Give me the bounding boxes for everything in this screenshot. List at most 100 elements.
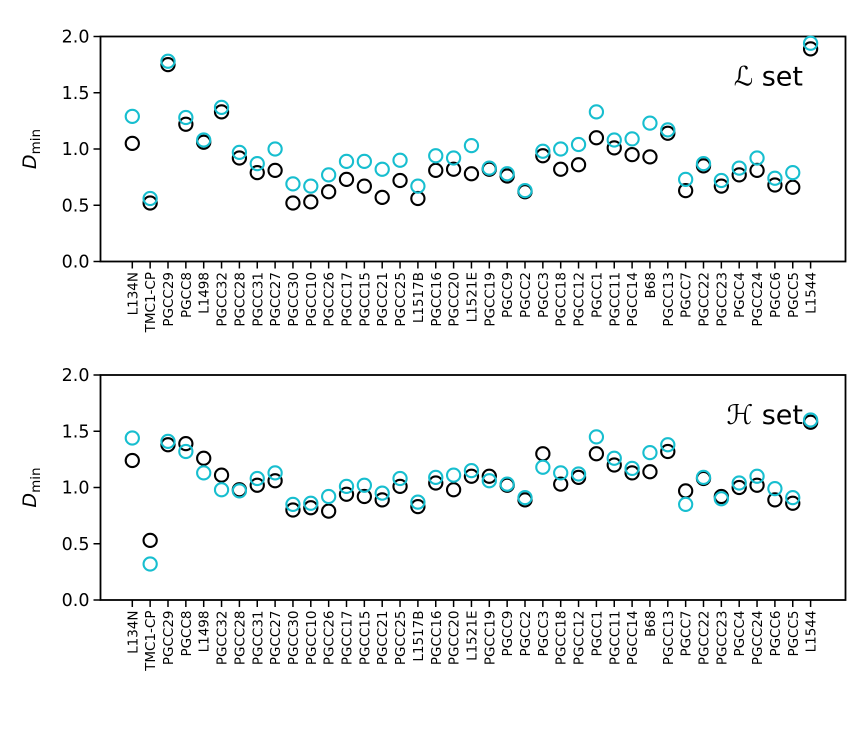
- marker-black-PGCC6: [767, 177, 783, 193]
- marker-black-PGCC13: [660, 443, 676, 460]
- panel-1-xtick-label-L134N: L134N: [125, 611, 141, 654]
- marker-black-PGCC25: [392, 478, 408, 495]
- marker-cyan-PGCC27: [267, 465, 283, 481]
- marker-cyan-L1521E: [463, 462, 480, 479]
- panel-1-xtick-label-PGCC26: PGCC26: [322, 611, 338, 666]
- panel-1-xtick-label-PGCC23: PGCC23: [714, 611, 730, 666]
- marker-cyan-PGCC9: [499, 476, 515, 492]
- panel-1-xtick-label-PGCC29: PGCC29: [161, 611, 177, 666]
- marker-black-PGCC3: [535, 148, 551, 164]
- ylabel-symbol: D: [19, 154, 41, 169]
- marker-cyan-PGCC21: [374, 161, 390, 177]
- panel-1-xtick-label-PGCC20: PGCC20: [447, 611, 463, 666]
- marker-cyan-PGCC23: [713, 172, 729, 189]
- panel-0-xtick-label-PGCC1: PGCC1: [589, 272, 605, 318]
- ylabel-symbol: D: [19, 493, 41, 508]
- panel-1-xtick-label-PGCC16: PGCC16: [429, 611, 445, 666]
- ylabel-subscript: min: [28, 129, 44, 154]
- marker-cyan-PGCC7: [678, 496, 694, 513]
- marker-black-PGCC17: [338, 171, 355, 188]
- marker-black-PGCC10: [303, 500, 319, 516]
- marker-black-PGCC10: [303, 194, 319, 210]
- marker-cyan-PGCC28: [231, 483, 248, 499]
- panel-0-xtick-label-PGCC21: PGCC21: [375, 272, 391, 327]
- marker-cyan-PGCC26: [320, 488, 337, 505]
- marker-cyan-PGCC12: [570, 466, 587, 482]
- marker-cyan-PGCC29: [160, 433, 176, 450]
- panel-1-ytick-label: 1.5: [62, 422, 90, 442]
- panel-0-xtick-label-PGCC6: PGCC6: [768, 272, 784, 318]
- marker-black-PGCC1: [588, 130, 605, 146]
- marker-black-B68: [642, 149, 658, 165]
- marker-black-PGCC8: [178, 435, 194, 452]
- panel-0-xtick-label-PGCC29: PGCC29: [161, 272, 177, 327]
- panel-1-xtick-label-PGCC14: PGCC14: [625, 611, 641, 666]
- marker-cyan-PGCC17: [338, 153, 355, 170]
- marker-black-PGCC4: [731, 479, 747, 496]
- marker-black-PGCC17: [338, 486, 355, 502]
- marker-cyan-PGCC3: [535, 459, 551, 475]
- panel-0-xtick-label-PGCC12: PGCC12: [572, 272, 588, 327]
- marker-cyan-PGCC8: [178, 443, 194, 460]
- marker-cyan-PGCC27: [267, 141, 283, 157]
- marker-cyan-PGCC20: [445, 467, 462, 483]
- marker-black-PGCC16: [428, 162, 444, 179]
- marker-cyan-PGCC25: [392, 470, 408, 487]
- marker-black-PGCC21: [374, 189, 390, 206]
- panel-0-ytick-label: 1.5: [62, 84, 90, 104]
- panel-0-xtick-label-PGCC24: PGCC24: [750, 272, 766, 327]
- marker-cyan-L134N: [124, 430, 140, 446]
- marker-cyan-PGCC22: [695, 469, 712, 486]
- marker-black-PGCC5: [785, 179, 801, 195]
- marker-cyan-PGCC20: [445, 150, 462, 166]
- marker-cyan-PGCC6: [767, 480, 783, 497]
- marker-black-PGCC26: [320, 184, 337, 200]
- marker-cyan-L134N: [124, 108, 140, 125]
- marker-cyan-PGCC19: [481, 473, 497, 489]
- marker-cyan-B68: [642, 115, 658, 131]
- panel-1-xtick-label-L1544: L1544: [804, 611, 820, 653]
- marker-black-L1517B: [410, 498, 426, 515]
- panel-1-xtick-label-PGCC21: PGCC21: [375, 611, 391, 666]
- marker-black-PGCC31: [249, 164, 265, 181]
- panel-0-ylabel: Dmin: [19, 129, 44, 169]
- panel-0-xtick-label-PGCC32: PGCC32: [215, 272, 231, 327]
- panel-1-xtick-label-PGCC11: PGCC11: [607, 611, 623, 666]
- panel-1-ytick-label: 1.0: [62, 479, 90, 499]
- panel-1-xtick-label-L1521E: L1521E: [464, 611, 480, 661]
- marker-cyan-PGCC2: [517, 182, 533, 199]
- panel-0-xtick-label-L134N: L134N: [125, 272, 141, 315]
- panel-0-xtick-label-B68: B68: [643, 272, 659, 298]
- marker-black-PGCC21: [374, 492, 390, 508]
- marker-cyan-L1517B: [410, 494, 426, 510]
- panel-0-ytick-label: 2.0: [62, 28, 90, 48]
- marker-cyan-PGCC10: [303, 495, 319, 511]
- panel-0-xtick-label-PGCC8: PGCC8: [179, 272, 195, 318]
- panel-1-set-label: ℋ set: [726, 400, 803, 431]
- marker-black-PGCC15: [356, 178, 372, 194]
- marker-cyan-PGCC12: [570, 136, 587, 153]
- marker-cyan-PGCC14: [624, 131, 640, 147]
- panel-0-xtick-label-TMC1-CP: TMC1-CP: [143, 272, 159, 333]
- ylabel-subscript: min: [28, 467, 44, 492]
- panel-0-xtick-label-PGCC19: PGCC19: [482, 272, 498, 327]
- panel-1-xtick-label-PGCC31: PGCC31: [250, 611, 266, 666]
- panel-0-xtick-label-L1498: L1498: [197, 272, 213, 314]
- marker-cyan-PGCC3: [535, 143, 551, 159]
- marker-black-PGCC14: [624, 146, 640, 163]
- marker-cyan-PGCC6: [767, 170, 783, 186]
- panel-0-xtick-label-PGCC5: PGCC5: [786, 272, 802, 318]
- panel-1-ytick-label: 0.0: [62, 591, 90, 611]
- marker-cyan-PGCC8: [178, 109, 194, 126]
- panel-1-xtick-label-PGCC10: PGCC10: [304, 611, 320, 666]
- marker-cyan-PGCC21: [374, 485, 390, 501]
- panel-1-xtick-label-PGCC15: PGCC15: [357, 611, 373, 666]
- panel-0-set-label: ℒ set: [734, 62, 803, 93]
- panel-0-xtick-label-PGCC16: PGCC16: [429, 272, 445, 327]
- marker-cyan-PGCC1: [588, 429, 605, 445]
- marker-black-PGCC30: [285, 502, 301, 518]
- panel-1-xtick-label-L1517B: L1517B: [411, 611, 427, 662]
- panel-1-xtick-label-PGCC27: PGCC27: [268, 611, 284, 666]
- panel-0-xtick-label-PGCC27: PGCC27: [268, 272, 284, 327]
